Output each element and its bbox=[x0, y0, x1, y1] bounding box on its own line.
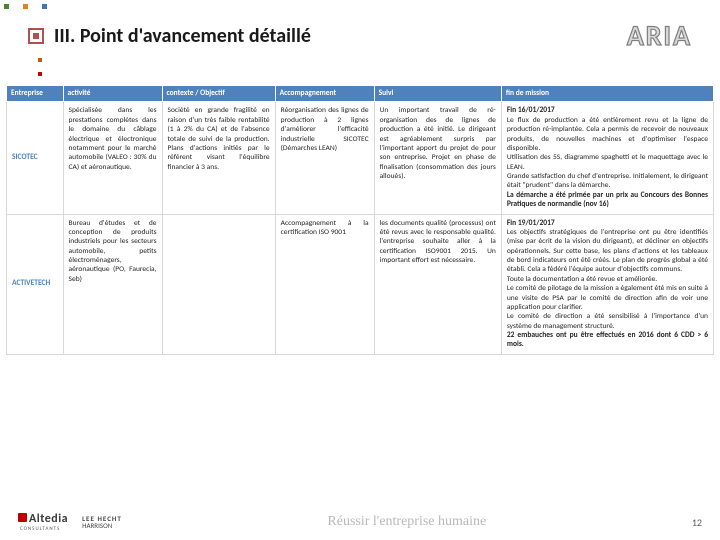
dot bbox=[42, 4, 47, 9]
table-cell: ACTIVETECH bbox=[7, 214, 64, 354]
table-header-row: Entrepriseactivitécontexte / ObjectifAcc… bbox=[7, 86, 714, 102]
table-header-cell: Entreprise bbox=[7, 86, 64, 102]
lhh-line2: HARRISON bbox=[82, 522, 122, 529]
table-header-cell: contexte / Objectif bbox=[162, 86, 275, 102]
table-cell: les documents qualité (processus) ont ét… bbox=[374, 214, 501, 354]
title-wrap: III. Point d'avancement détaillé bbox=[28, 24, 311, 48]
table-cell: Réorganisation des lignes de production … bbox=[275, 102, 374, 214]
footer: Altedia CONSULTANTS LEE HECHT HARRISON R… bbox=[0, 512, 720, 532]
table-row: SICOTECSpécialisée dans les prestations … bbox=[7, 102, 714, 214]
bullet-square-icon bbox=[28, 28, 44, 44]
table-row: ACTIVETECHBureau d'études et de concepti… bbox=[7, 214, 714, 354]
page-number: 12 bbox=[692, 516, 702, 529]
table-header-cell: Suivi bbox=[374, 86, 501, 102]
table-cell: Société en grande fragilité en raison d'… bbox=[162, 102, 275, 214]
lhh-logo: LEE HECHT HARRISON bbox=[82, 515, 122, 529]
altedia-subtext: CONSULTANTS bbox=[20, 526, 68, 532]
table-cell: Bureau d'études et de conception de prod… bbox=[63, 214, 162, 354]
header: III. Point d'avancement détaillé ARIA bbox=[0, 0, 720, 65]
table-cell: Un important travail de ré-organisation … bbox=[374, 102, 501, 214]
footer-logos: Altedia CONSULTANTS LEE HECHT HARRISON bbox=[18, 512, 122, 532]
dot bbox=[38, 72, 42, 76]
table-cell bbox=[162, 214, 275, 354]
altedia-dot-icon bbox=[18, 513, 27, 522]
table-header-cell: fin de mission bbox=[501, 86, 713, 102]
dot bbox=[4, 4, 9, 9]
footer-slogan: Réussir l'entreprise humaine bbox=[122, 514, 692, 530]
table-cell: Accompagnement à la certification ISO 90… bbox=[275, 214, 374, 354]
table-cell: Spécialisée dans les prestations complèt… bbox=[63, 102, 162, 214]
decor-corner-dots bbox=[4, 4, 47, 9]
table-cell: SICOTEC bbox=[7, 102, 64, 214]
page-title: III. Point d'avancement détaillé bbox=[54, 24, 311, 48]
altedia-text: Altedia bbox=[29, 512, 68, 526]
table-cell: Fin 16/01/2017Le flux de production a ét… bbox=[501, 102, 713, 214]
decor-side-dots bbox=[38, 58, 42, 76]
brand-aria: ARIA bbox=[627, 18, 692, 53]
table-cell: Fin 19/01/2017Les objectifs stratégiques… bbox=[501, 214, 713, 354]
dot bbox=[38, 58, 42, 62]
altedia-logo: Altedia CONSULTANTS bbox=[18, 512, 68, 532]
table-header-cell: Accompagnement bbox=[275, 86, 374, 102]
table-container: Entrepriseactivitécontexte / ObjectifAcc… bbox=[6, 85, 714, 355]
table-header-cell: activité bbox=[63, 86, 162, 102]
dot bbox=[23, 4, 28, 9]
progress-table: Entrepriseactivitécontexte / ObjectifAcc… bbox=[6, 85, 714, 355]
